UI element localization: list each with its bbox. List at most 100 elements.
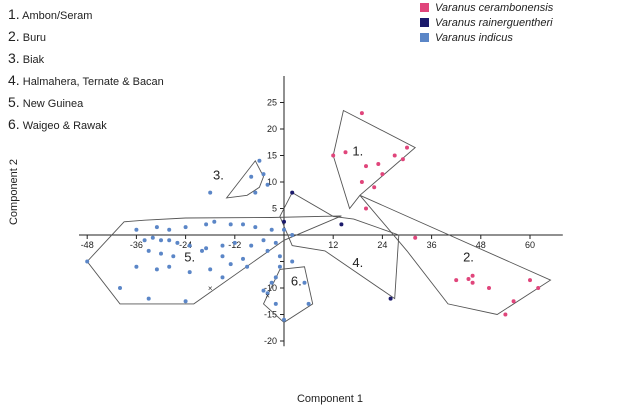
x-axis-label: Component 1 — [297, 393, 363, 405]
x-tick-label: -24 — [179, 240, 192, 250]
region-number: 6. — [8, 116, 20, 132]
data-point — [167, 264, 172, 269]
data-point — [200, 248, 204, 253]
region-label: 6. — [291, 273, 302, 288]
data-point — [85, 259, 90, 264]
data-point — [380, 172, 385, 177]
data-point — [204, 246, 209, 251]
data-point — [503, 312, 508, 317]
data-point — [273, 275, 278, 280]
data-point — [413, 235, 418, 240]
legend-item-rainerguentheri: Varanus rainerguentheri — [420, 16, 553, 31]
data-point — [232, 240, 237, 245]
legend-label: Varanus indicus — [435, 32, 513, 44]
region-key-item: 2. Buru — [8, 26, 164, 48]
data-point — [364, 164, 368, 169]
data-point — [220, 243, 225, 248]
legend-item-indicus: Varanus indicus — [420, 31, 553, 46]
data-point — [388, 296, 393, 301]
data-point — [302, 280, 307, 285]
data-point — [154, 267, 159, 272]
x-tick-label: 48 — [476, 240, 486, 250]
data-point — [159, 251, 163, 256]
data-point — [249, 243, 254, 248]
region-key-item: 3. Biak — [8, 48, 164, 70]
x-tick-label: -48 — [81, 240, 94, 250]
data-point — [511, 299, 516, 304]
data-point — [167, 227, 172, 232]
data-point — [142, 238, 147, 243]
region-number: 5. — [8, 94, 20, 110]
data-point — [466, 277, 471, 281]
data-point — [269, 280, 274, 285]
x-tick-label: 36 — [427, 240, 437, 250]
region-name: Biak — [22, 54, 45, 66]
data-point — [359, 180, 364, 184]
region-polygon — [262, 266, 314, 323]
data-point — [150, 235, 155, 240]
data-point — [204, 222, 209, 227]
data-point — [183, 225, 188, 230]
data-point — [376, 162, 381, 166]
data-point — [290, 259, 295, 264]
data-point — [208, 267, 213, 272]
data-point — [146, 296, 151, 301]
region-label: 1. — [352, 144, 363, 159]
data-point — [273, 240, 278, 245]
data-point — [269, 227, 274, 232]
data-point — [277, 254, 282, 259]
legend-label: Varanus cerambonensis — [435, 2, 554, 14]
data-point — [343, 150, 348, 155]
data-point — [212, 219, 217, 224]
data-point — [261, 288, 266, 293]
y-tick-label: -10 — [264, 283, 277, 293]
data-point — [146, 248, 151, 253]
data-point-cross: × — [265, 291, 270, 300]
region-name: Buru — [22, 32, 46, 44]
data-point — [392, 153, 397, 158]
data-point — [167, 238, 172, 243]
data-point — [208, 190, 213, 195]
region-name: Ambon/Seram — [22, 10, 93, 22]
region-labels: 1. 2. 3. 4. 5. 6. — [184, 144, 474, 289]
data-point — [257, 158, 262, 163]
data-point — [528, 278, 532, 283]
region-label: 2. — [463, 250, 474, 265]
data-points: ×× — [85, 111, 541, 322]
data-point — [220, 254, 225, 259]
data-point — [241, 256, 245, 261]
region-polygon — [359, 194, 552, 315]
region-number: 3. — [8, 50, 20, 66]
data-point — [470, 273, 475, 278]
x-tick-label: -36 — [130, 240, 143, 250]
data-point — [364, 206, 368, 211]
data-point — [261, 238, 266, 243]
data-point — [282, 317, 286, 322]
legend-swatch — [420, 18, 429, 27]
data-point — [183, 299, 188, 304]
data-point — [261, 172, 266, 177]
region-polygon — [332, 109, 416, 210]
region-polygon — [279, 191, 400, 300]
data-point — [339, 222, 344, 227]
y-tick-label: 5 — [272, 204, 277, 214]
y-tick-label: 25 — [267, 98, 277, 108]
y-tick-label: 15 — [267, 151, 277, 161]
data-point — [306, 301, 311, 306]
region-polygon — [86, 215, 342, 305]
data-point — [331, 153, 336, 158]
region-name: Waigeo & Rawak — [22, 120, 107, 132]
data-point — [241, 222, 245, 227]
data-point — [249, 174, 254, 179]
legend-label: Varanus rainerguentheri — [435, 17, 553, 29]
y-tick-label: -20 — [264, 336, 277, 346]
region-label: 4. — [352, 255, 363, 270]
region-polygon — [225, 159, 264, 199]
x-tick-label: 60 — [525, 240, 535, 250]
region-name: New Guinea — [22, 98, 84, 110]
data-point — [487, 286, 491, 290]
data-point — [134, 227, 139, 232]
data-point — [228, 222, 233, 227]
legend-item-cerambonensis: Varanus cerambonensis — [420, 1, 553, 16]
x-tick-label: 24 — [377, 240, 387, 250]
